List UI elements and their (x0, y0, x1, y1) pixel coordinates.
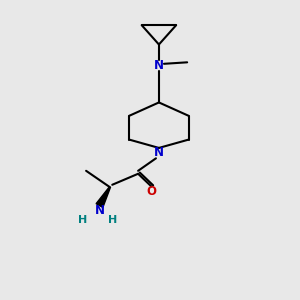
Text: H: H (108, 215, 118, 225)
Text: N: N (154, 146, 164, 160)
Text: N: N (154, 59, 164, 72)
Text: O: O (146, 185, 157, 198)
Text: H: H (79, 215, 88, 225)
Polygon shape (96, 187, 110, 208)
Text: N: N (94, 204, 104, 218)
